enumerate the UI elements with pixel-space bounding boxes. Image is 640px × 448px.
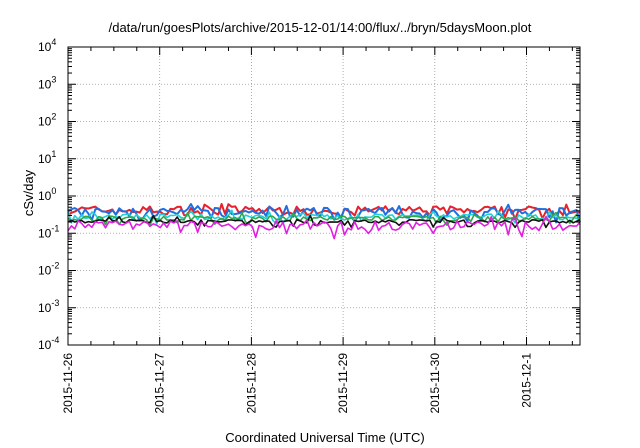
y-tick-label: 100: [38, 186, 56, 203]
y-axis-label: cSv/day: [21, 169, 36, 216]
x-tick-label: 2015-11-26: [61, 353, 75, 414]
series-layer: [67, 203, 581, 240]
y-tick-label: 10-2: [38, 261, 59, 278]
x-tick-label: 2015-11-28: [244, 353, 258, 414]
chart-title: /data/run/goesPlots/archive/2015-12-01/1…: [108, 20, 532, 35]
y-tick-label: 10-4: [38, 335, 59, 352]
x-tick-label: 2015-11-30: [428, 353, 442, 414]
grid-layer: [68, 47, 580, 345]
y-tick-label: 101: [38, 149, 56, 166]
x-tick-label: 2015-11-27: [153, 353, 167, 414]
y-tick-label: 103: [38, 74, 56, 91]
series-line: [67, 203, 581, 221]
y-tick-label: 10-1: [38, 223, 59, 240]
y-tick-label: 104: [38, 37, 56, 54]
series-line: [67, 215, 581, 240]
y-tick-label: 10-3: [38, 298, 59, 315]
x-tick-label: 2015-11-29: [336, 353, 350, 414]
x-tick-label: 2015-12-1: [520, 353, 534, 408]
series-line: [67, 211, 581, 226]
tick-layer: 10-4 10-3 10-2 10-1 100 101 102 103 104 2015-11-2…: [38, 37, 580, 414]
y-tick-label: 102: [38, 112, 56, 129]
x-axis-label: Coordinated Universal Time (UTC): [225, 430, 424, 445]
